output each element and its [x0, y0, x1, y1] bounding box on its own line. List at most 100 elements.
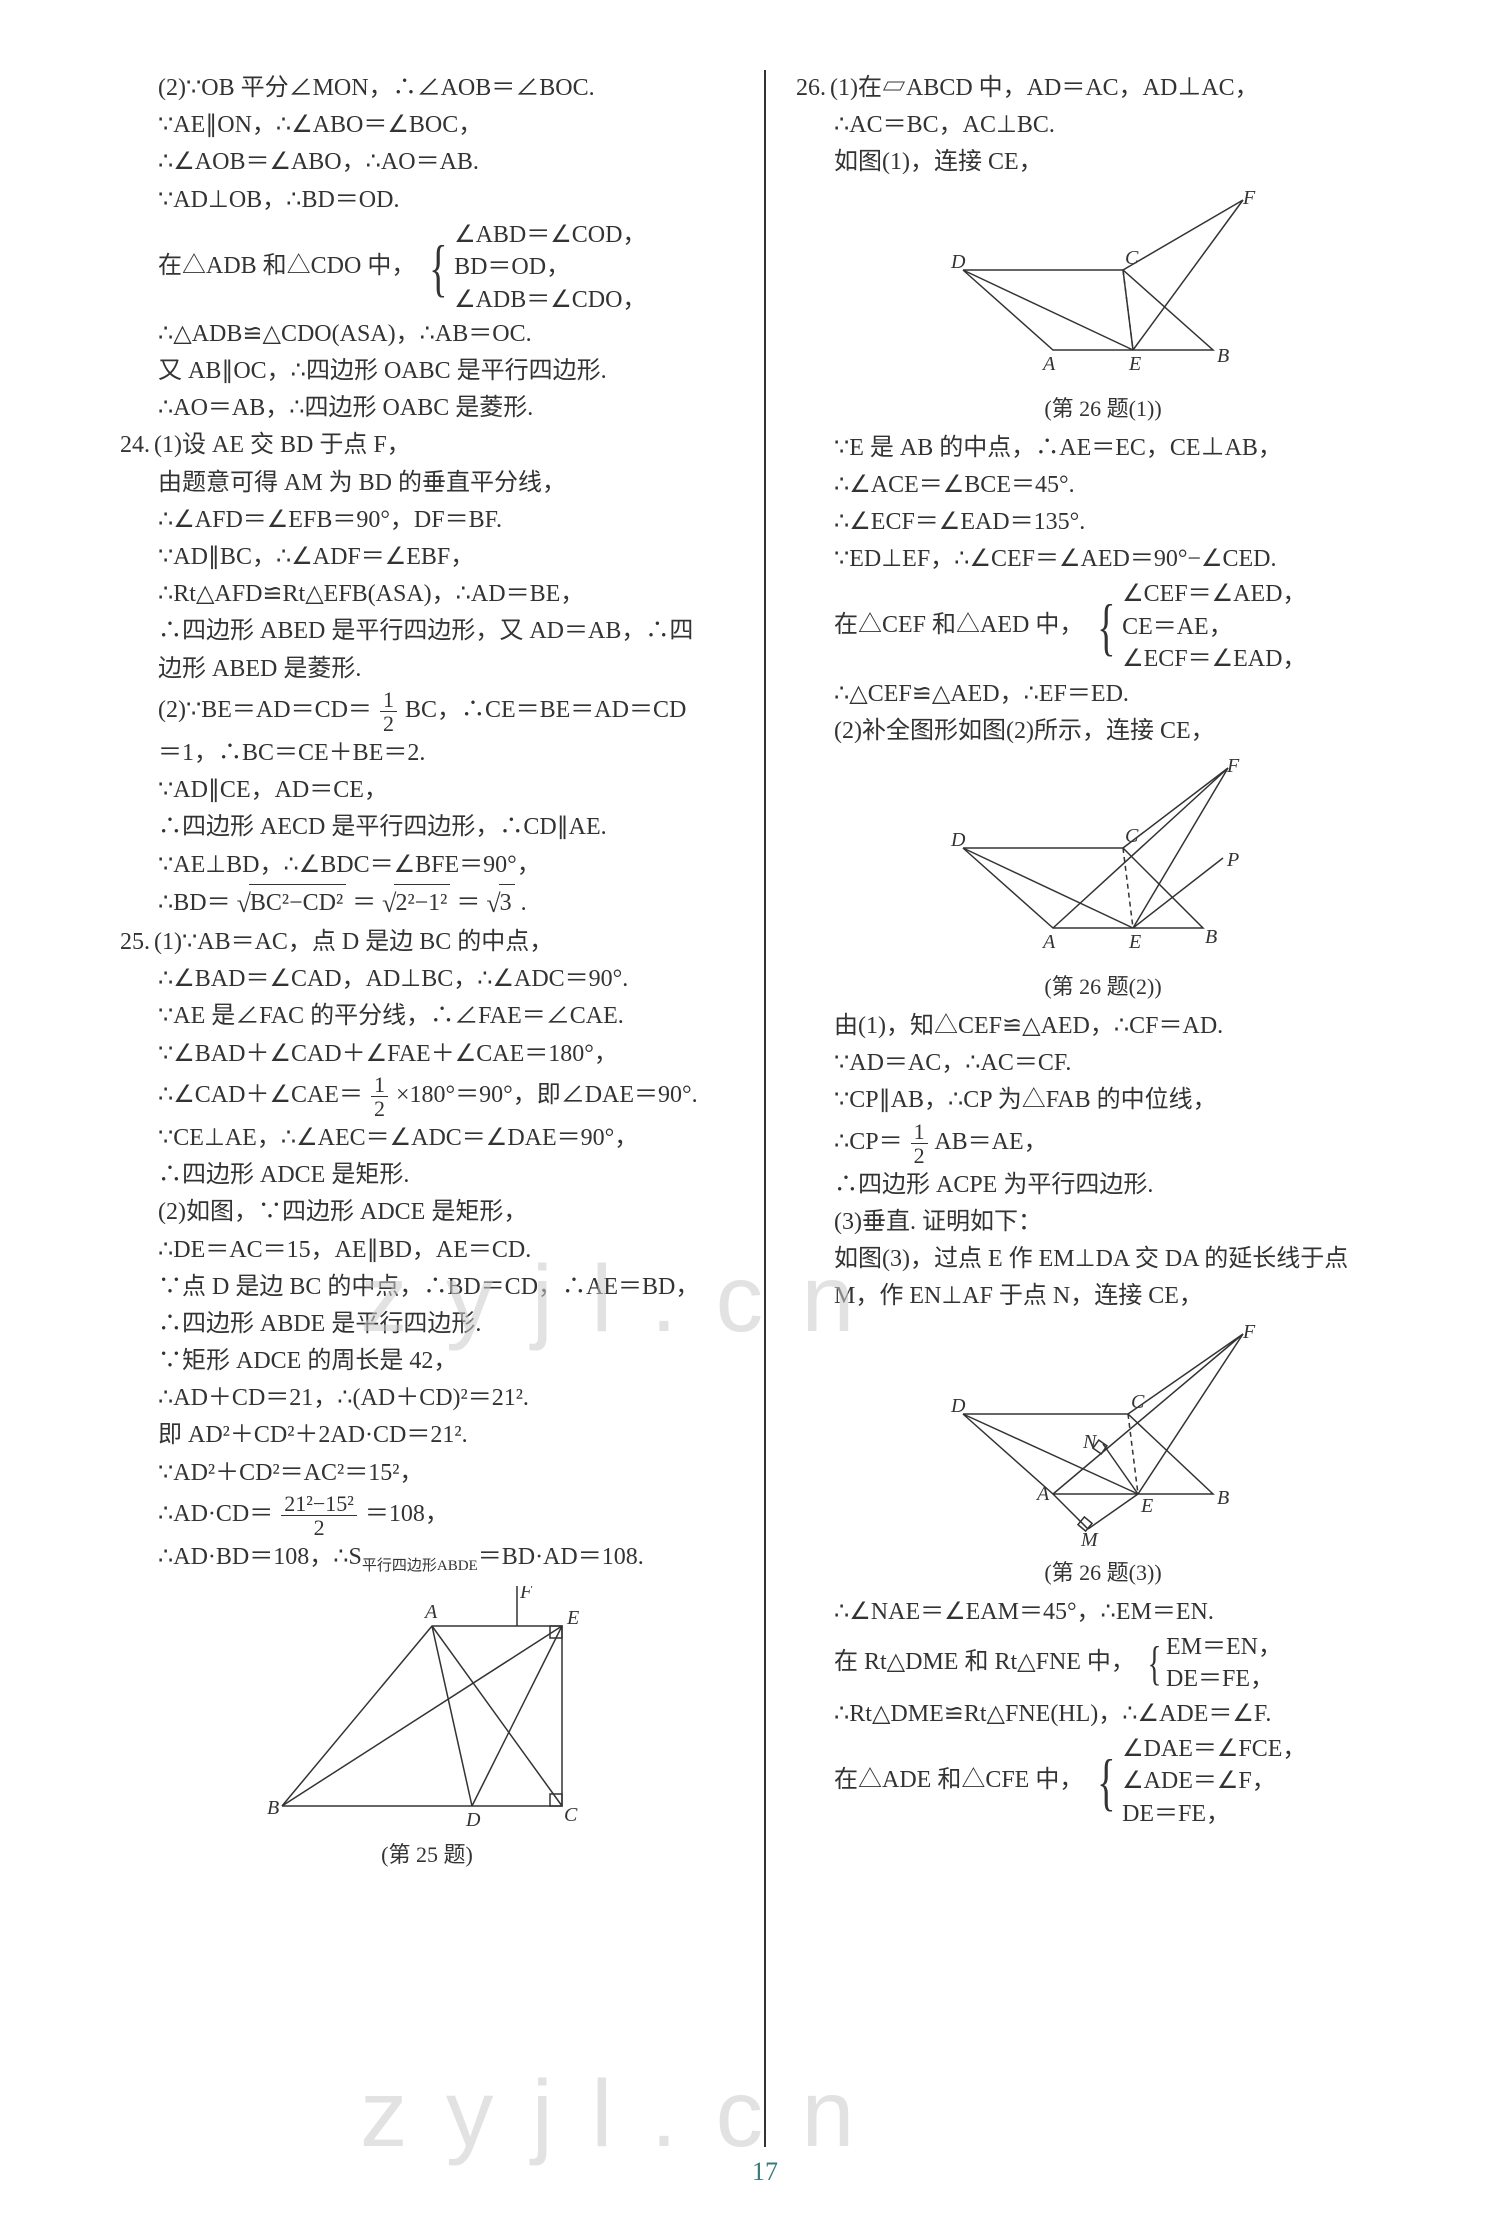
text: 在 Rt△DME 和 Rt△FNE 中， — [834, 1649, 1135, 1675]
fraction: 12 — [911, 1120, 928, 1167]
left-brace: { — [429, 239, 447, 297]
brace-cases: ∠ABD＝∠COD， BD＝OD， ∠ADB＝∠CDO， — [454, 219, 646, 316]
brace-cases: EM＝EN， DE＝FE， — [1166, 1631, 1282, 1696]
text-line: 由题意可得 AM 为 BD 的垂直平分线， — [120, 465, 734, 502]
text-line: ∵AD∥CE，AD＝CE， — [120, 772, 734, 809]
case-row: CE＝AE， — [1122, 611, 1306, 643]
text: (1)在▱ABCD 中，AD＝AC，AD⊥AC， — [830, 75, 1259, 101]
text-line: ＝1，∴BC＝CE＋BE＝2. — [120, 735, 734, 772]
text-line: ∴四边形 ABED 是平行四边形，又 AD＝AB，∴四 — [120, 613, 734, 650]
text-line: ∴∠AFD＝∠EFB＝90°，DF＝BF. — [120, 502, 734, 539]
figure-26-1-svg: D A B C E F — [943, 190, 1263, 390]
text-line: (2)如图，∵四边形 ADCE 是矩形， — [120, 1194, 734, 1231]
text-line: ∴∠AOB＝∠ABO，∴AO＝AB. — [120, 144, 734, 181]
text-line: 由(1)，知△CEF≌△AED，∴CF＝AD. — [796, 1008, 1410, 1045]
text: 在△ADB 和△CDO 中， — [158, 253, 415, 279]
svg-text:B: B — [1217, 345, 1229, 367]
figure-26-2-svg: D A B C E F P — [943, 758, 1263, 968]
text-line: (2)∵OB 平分∠MON，∴∠AOB＝∠BOC. — [120, 70, 734, 107]
text-line: ∴AC＝BC，AC⊥BC. — [796, 107, 1410, 144]
text: AB＝AE， — [934, 1129, 1047, 1155]
sqrt-expr: 2²−1² — [394, 884, 450, 922]
figure-26-2: D A B C E F P (第 26 题(2)) — [796, 758, 1410, 1004]
text-line: ∴Rt△DME≌Rt△FNE(HL)，∴∠ADE＝∠F. — [796, 1696, 1410, 1733]
text: ×180°＝90°，即∠DAE＝90°. — [396, 1082, 698, 1108]
svg-text:F: F — [1242, 190, 1256, 209]
text-line: ∴AD＋CD＝21，∴(AD＋CD)²＝21². — [120, 1380, 734, 1417]
text-line: ∴四边形 AECD 是平行四边形，∴CD∥AE. — [120, 809, 734, 846]
svg-text:D: D — [950, 829, 966, 851]
case-row: EM＝EN， — [1166, 1631, 1282, 1663]
text: ＝108， — [365, 1501, 449, 1527]
svg-text:A: A — [1041, 353, 1056, 375]
text-line: 在△ADB 和△CDO 中， { ∠ABD＝∠COD， BD＝OD， ∠ADB＝… — [120, 219, 734, 316]
text-line: ∴△CEF≌△AED，∴EF＝ED. — [796, 676, 1410, 713]
sqrt-expr: BC²−CD² — [249, 884, 346, 922]
case-row: ∠ABD＝∠COD， — [454, 219, 646, 251]
svg-text:C: C — [564, 1804, 578, 1826]
svg-text:D: D — [950, 251, 966, 273]
text: BC，∴CE＝BE＝AD＝CD — [405, 697, 686, 723]
svg-text:E: E — [1128, 353, 1141, 375]
svg-text:C: C — [1131, 1391, 1145, 1413]
text-line: ∴AD·CD＝ 21²−15²2 ＝108， — [120, 1492, 734, 1539]
text-line: ∵CP∥AB，∴CP 为△FAB 的中位线， — [796, 1082, 1410, 1119]
case-row: BD＝OD， — [454, 251, 646, 283]
text: ∴BD＝ — [158, 890, 231, 916]
q25-first-line: 25.(1)∵AB＝AC，点 D 是边 BC 的中点， — [120, 924, 734, 961]
left-brace: { — [1097, 1753, 1115, 1811]
text-line: ∴∠NAE＝∠EAM＝45°，∴EM＝EN. — [796, 1594, 1410, 1631]
text-line: 在△CEF 和△AED 中， { ∠CEF＝∠AED， CE＝AE， ∠ECF＝… — [796, 578, 1410, 675]
svg-text:B: B — [1205, 926, 1217, 948]
text: (2)∵BE＝AD＝CD＝ — [158, 697, 372, 723]
text-line: ∵矩形 ADCE 的周长是 42， — [120, 1343, 734, 1380]
text-line: ∵AD∥BC，∴∠ADF＝∠EBF， — [120, 539, 734, 576]
text-line: (2)补全图形如图(2)所示，连接 CE， — [796, 713, 1410, 750]
case-row: ∠CEF＝∠AED， — [1122, 578, 1306, 610]
text-line: ∴Rt△AFD≌Rt△EFB(ASA)，∴AD＝BE， — [120, 576, 734, 613]
text: (1)设 AE 交 BD 于点 F， — [154, 432, 411, 458]
text-line: (3)垂直. 证明如下： — [796, 1204, 1410, 1241]
text: ∴CP＝ — [834, 1129, 903, 1155]
case-row: DE＝FE， — [1166, 1663, 1282, 1695]
text-line: ∵点 D 是边 BC 的中点，∴BD＝CD，∴AE＝BD， — [120, 1269, 734, 1306]
text-line: ∴四边形 ABDE 是平行四边形. — [120, 1306, 734, 1343]
text-line: (2)∵BE＝AD＝CD＝ 12 BC，∴CE＝BE＝AD＝CD — [120, 688, 734, 735]
text-line: ∴∠BAD＝∠CAD，AD⊥BC，∴∠ADC＝90°. — [120, 961, 734, 998]
left-column: (2)∵OB 平分∠MON，∴∠AOB＝∠BOC. ∵AE∥ON，∴∠ABO＝∠… — [120, 70, 734, 2147]
text-line: ∴AD·BD＝108，∴S平行四边形ABDE＝BD·AD＝108. — [120, 1539, 734, 1578]
figure-25: A B C D E F (第 25 题) — [120, 1586, 734, 1872]
page-number: 17 — [120, 2157, 1410, 2187]
svg-text:A: A — [1041, 931, 1056, 953]
svg-text:D: D — [465, 1809, 481, 1831]
text: ∴∠CAD＋∠CAE＝ — [158, 1082, 363, 1108]
sqrt-expr: 3 — [499, 884, 515, 922]
svg-text:F: F — [1242, 1324, 1256, 1343]
svg-text:N: N — [1082, 1431, 1098, 1453]
text-line: ∵AE 是∠FAC 的平分线，∴∠FAE＝∠CAE. — [120, 998, 734, 1035]
fraction: 12 — [371, 1073, 388, 1120]
text: ∴AD·BD＝108，∴S — [158, 1544, 362, 1570]
fraction: 12 — [380, 688, 397, 735]
text: 在△ADE 和△CFE 中， — [834, 1767, 1083, 1793]
case-row: ∠DAE＝∠FCE， — [1122, 1733, 1306, 1765]
svg-text:A: A — [1035, 1483, 1050, 1505]
question-number: 24. — [120, 427, 154, 464]
text-line: ∵∠BAD＋∠CAD＋∠FAE＋∠CAE＝180°， — [120, 1036, 734, 1073]
case-row: ∠ADB＝∠CDO， — [454, 284, 646, 316]
text: ∴AD·CD＝ — [158, 1501, 273, 1527]
svg-text:E: E — [566, 1607, 579, 1629]
figure-26-3: D A B C E F M N (第 26 题(3)) — [796, 1324, 1410, 1590]
fraction: 21²−15²2 — [281, 1492, 357, 1539]
svg-text:A: A — [423, 1601, 438, 1623]
text-line: ∴DE＝AC＝15，AE∥BD，AE＝CD. — [120, 1232, 734, 1269]
figure-caption: (第 26 题(2)) — [1044, 970, 1161, 1004]
text-line: 如图(3)，过点 E 作 EM⊥DA 交 DA 的延长线于点 — [796, 1241, 1410, 1278]
svg-text:C: C — [1125, 825, 1139, 847]
svg-text:E: E — [1128, 931, 1141, 953]
text-line: 在△ADE 和△CFE 中， { ∠DAE＝∠FCE， ∠ADE＝∠F， DE＝… — [796, 1733, 1410, 1830]
text-line: 即 AD²＋CD²＋2AD·CD＝21². — [120, 1417, 734, 1454]
left-brace: { — [1148, 1642, 1162, 1685]
svg-text:M: M — [1080, 1529, 1099, 1551]
figure-26-1: D A B C E F (第 26 题(1)) — [796, 190, 1410, 426]
